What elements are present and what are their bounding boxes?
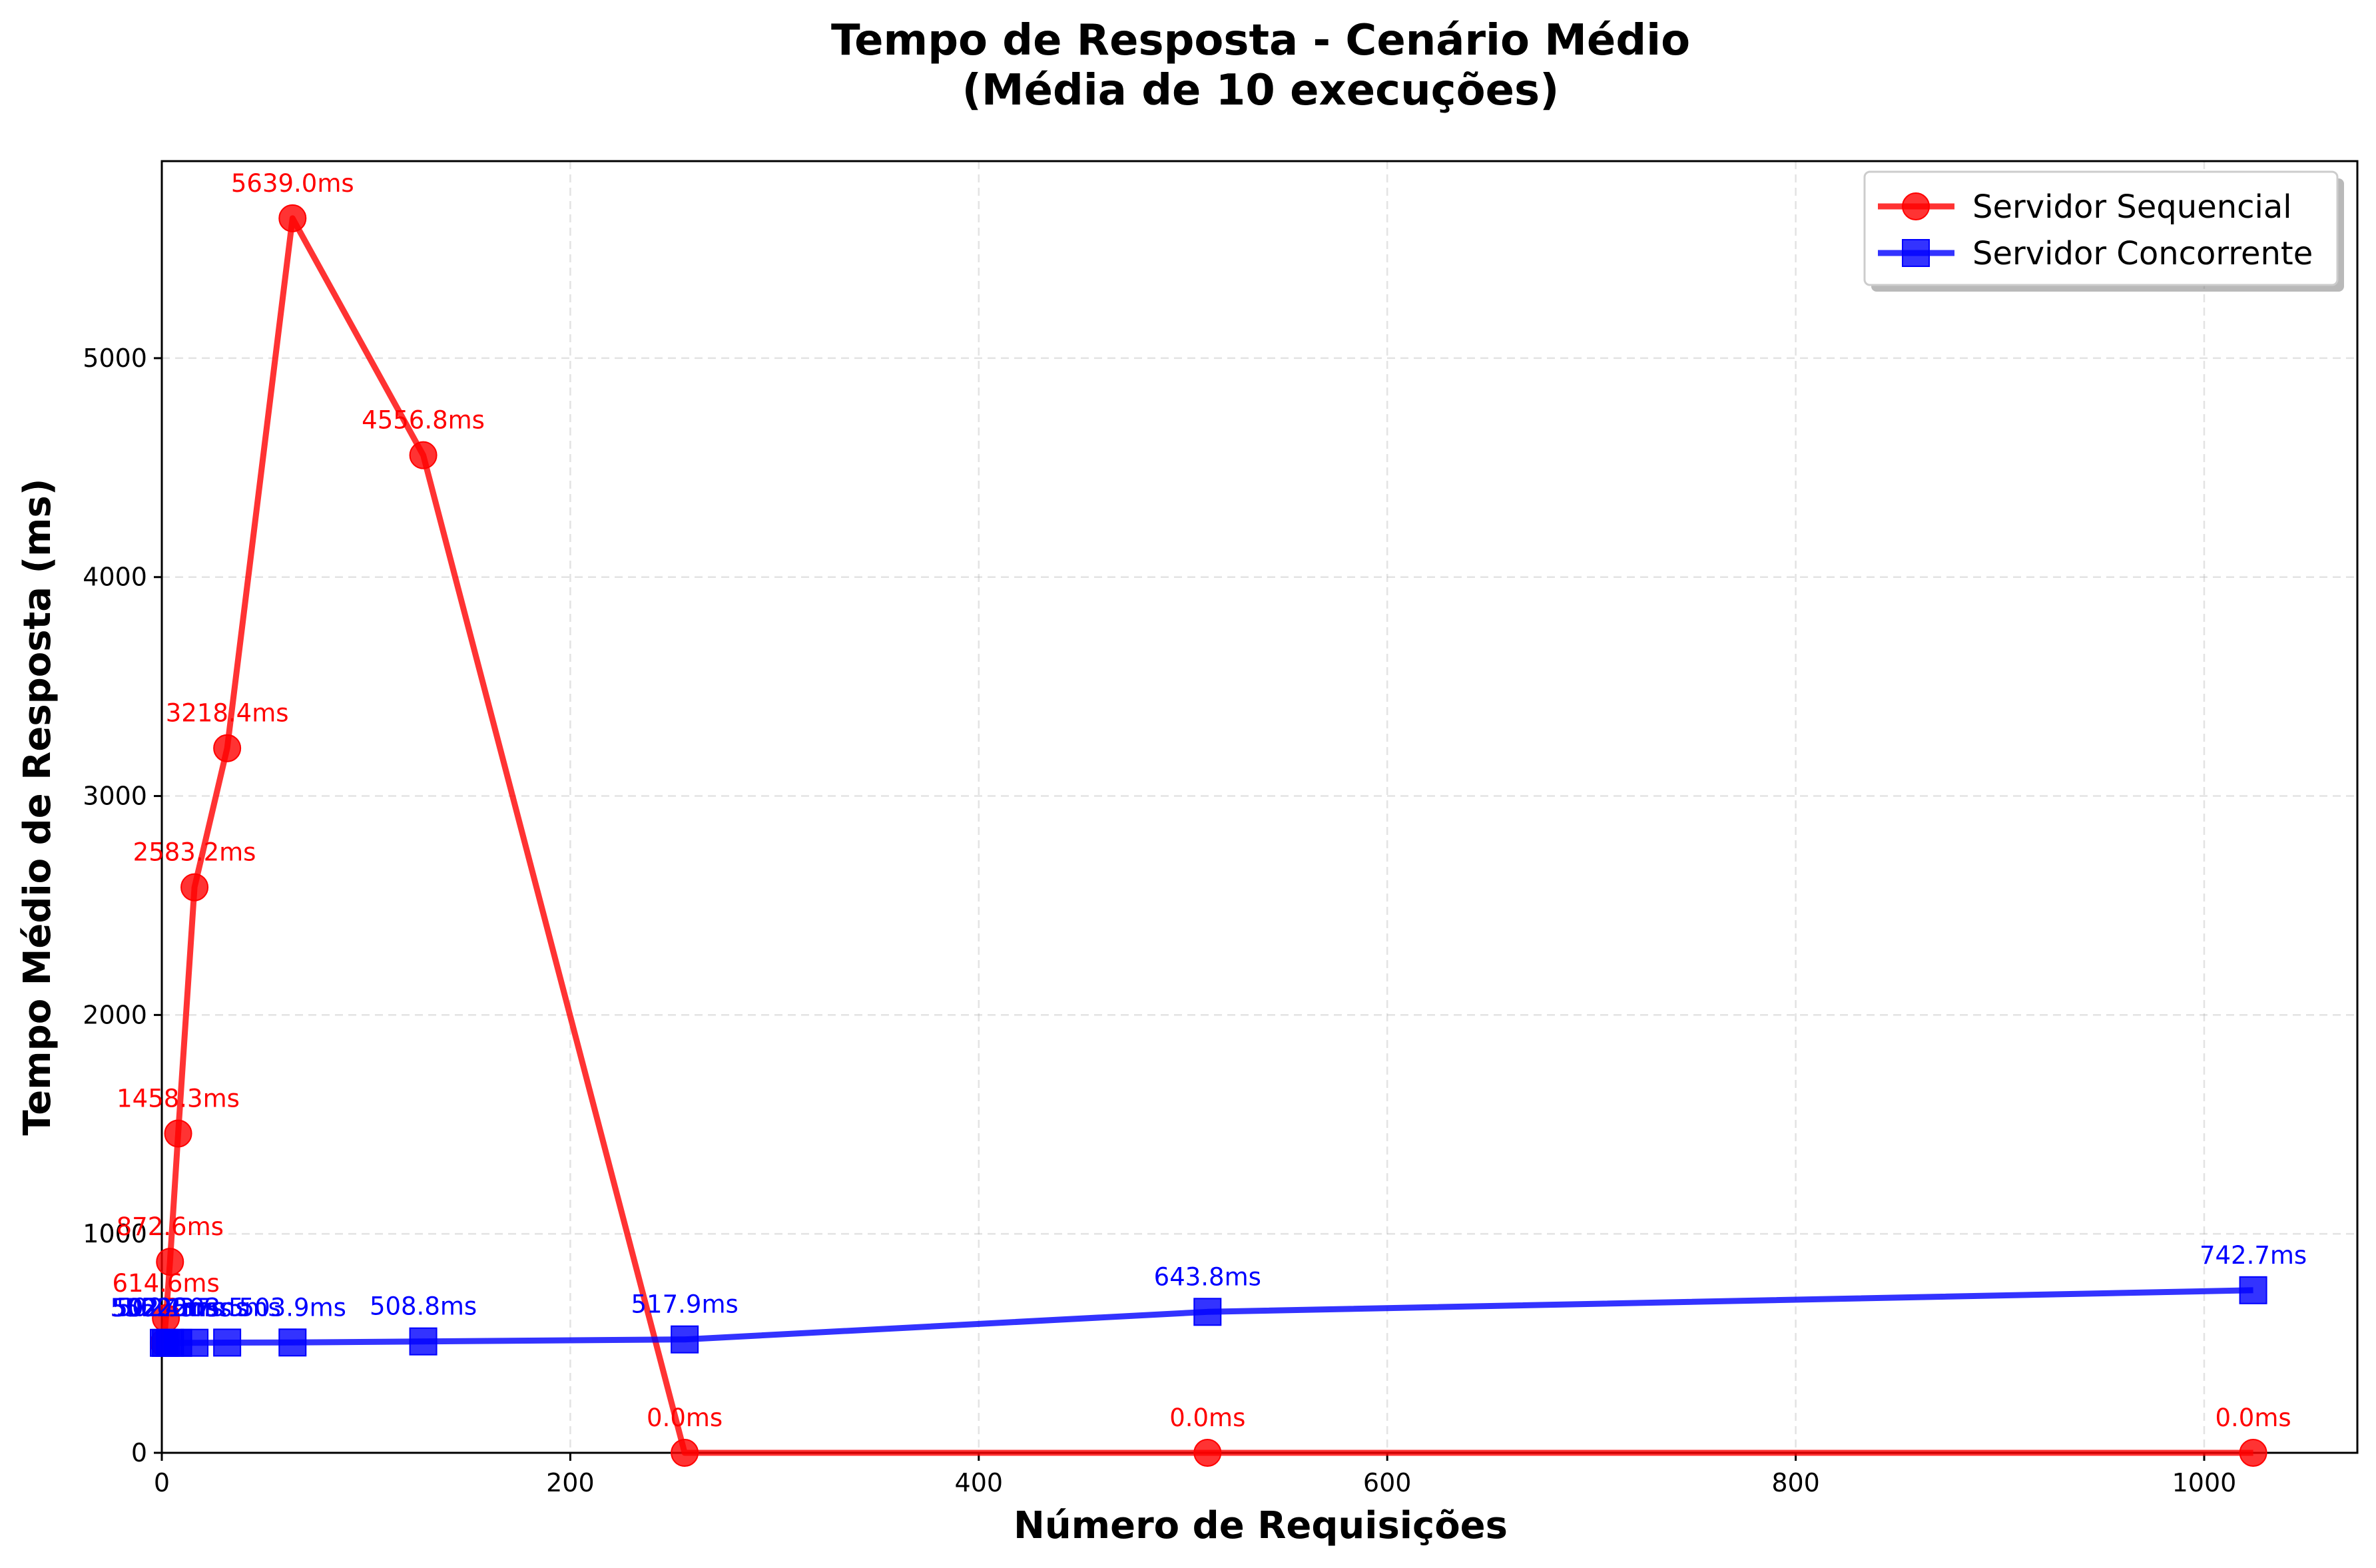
data-label: 1458.3ms <box>117 1084 240 1113</box>
chart-title-line-1: Tempo de Resposta - Cenário Médio <box>831 16 1690 65</box>
data-label: 503.9ms <box>239 1293 346 1322</box>
x-tick-label: 600 <box>1363 1468 1412 1497</box>
y-tick-label: 4000 <box>83 563 147 592</box>
data-point <box>213 734 242 762</box>
x-axis-ticks: 0 200 400 600 800 1000 <box>154 1453 2236 1497</box>
legend-marker-concorrente <box>1902 239 1930 267</box>
chart-title-line-2: (Média de 10 execuções) <box>962 66 1560 115</box>
data-label: 0.0ms <box>1169 1404 1245 1432</box>
data-point <box>2239 1276 2267 1304</box>
data-label: 502.3ms <box>110 1294 217 1322</box>
data-label: 2583.2ms <box>133 838 256 867</box>
x-tick-label: 400 <box>955 1468 1004 1497</box>
data-label: 643.8ms <box>1154 1262 1261 1291</box>
data-point <box>409 441 438 469</box>
data-label: 5639.0ms <box>231 169 354 198</box>
grid-lines <box>160 161 2357 1454</box>
y-tick-label: 5000 <box>83 344 147 373</box>
data-label: 4556.8ms <box>362 406 485 435</box>
data-point <box>156 1248 184 1276</box>
data-point <box>278 204 307 232</box>
data-label: 502.1ms <box>113 1294 220 1322</box>
data-label: 508.8ms <box>370 1292 477 1321</box>
x-tick-label: 1000 <box>2172 1468 2237 1497</box>
data-label: 872.6ms <box>117 1212 224 1241</box>
data-point <box>278 1328 307 1357</box>
x-tick-label: 800 <box>1771 1468 1820 1497</box>
data-label: 517.9ms <box>631 1290 739 1319</box>
data-label: 503.5ms <box>174 1293 281 1322</box>
legend-box <box>1863 170 2339 286</box>
y-tick-label: 2000 <box>83 1000 147 1029</box>
legend-label-concorrente: Servidor Concorrente <box>1972 235 2313 272</box>
y-tick-label: 1000 <box>83 1219 147 1248</box>
data-label: 502.3ms <box>125 1294 232 1322</box>
legend-marker-sequencial <box>1902 192 1930 220</box>
data-label: 502.4ms <box>110 1294 217 1322</box>
data-point <box>2239 1439 2267 1467</box>
data-point <box>1193 1298 1222 1326</box>
legend: Servidor Sequencial Servidor Concorrente <box>1863 170 2344 292</box>
x-tick-label: 200 <box>546 1468 595 1497</box>
data-point <box>180 873 209 902</box>
x-tick-label: 0 <box>154 1468 170 1497</box>
data-label: 502.7ms <box>141 1294 248 1322</box>
x-axis-label: Número de Requisições <box>1014 1504 1508 1547</box>
data-point <box>180 1328 209 1357</box>
data-label: 0.0ms <box>2215 1404 2291 1432</box>
data-point <box>213 1328 242 1357</box>
data-label: 742.7ms <box>2200 1241 2307 1270</box>
y-axis-label: Tempo Médio de Resposta (ms) <box>16 479 59 1136</box>
series-group <box>150 204 2267 1467</box>
data-point <box>671 1439 699 1467</box>
plot-frame <box>160 160 2359 1454</box>
data-point <box>1193 1439 1222 1467</box>
y-tick-label: 0 <box>131 1438 147 1467</box>
data-point <box>671 1325 699 1354</box>
data-label: 502.6ms <box>117 1294 224 1322</box>
data-label: 3218.4ms <box>166 699 289 728</box>
data-label: 0.0ms <box>647 1404 723 1432</box>
y-tick-label: 3000 <box>83 782 147 811</box>
data-point <box>164 1119 192 1148</box>
legend-label-sequencial: Servidor Sequencial <box>1972 188 2292 226</box>
y-axis-ticks: 0 1000 2000 3000 4000 5000 <box>83 344 162 1467</box>
data-label: 614.6ms <box>113 1269 220 1298</box>
data-point <box>409 1327 438 1356</box>
